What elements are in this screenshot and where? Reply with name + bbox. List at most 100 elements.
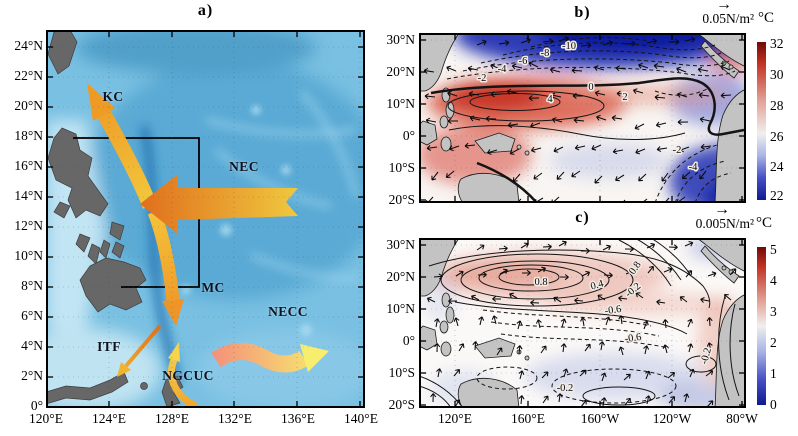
y-tick-label: 10°N	[14, 248, 43, 263]
y-tick-label: 20°N	[386, 269, 415, 284]
contour-label: -10	[562, 41, 576, 52]
label-necc: NECC	[268, 304, 308, 319]
x-tick-label: 124°E	[92, 411, 126, 426]
colorbar-tick: 0	[770, 397, 777, 412]
contour-label: -0.6	[624, 332, 642, 345]
axis-ticks	[46, 31, 364, 408]
colorbar-tick: 5	[770, 242, 777, 257]
contour-label: -4	[498, 64, 507, 75]
y-tick-label: 20°S	[388, 192, 415, 207]
y-tick-label: 4°N	[21, 338, 43, 353]
y-tick-label: 24°N	[14, 38, 43, 53]
colorbar-panel-c	[757, 247, 766, 405]
colorbar-unit: °C	[756, 215, 773, 231]
kc-arrow	[87, 83, 157, 209]
colorbar-unit: °C	[758, 10, 775, 26]
x-tick-label: 120°E	[29, 411, 63, 426]
y-tick-label: 20°S	[388, 397, 415, 412]
panel-c-map: 0.8 0.4 0.8 -0.2 -0.6 -0.6 -0.2 -0.2	[419, 238, 746, 408]
y-tick-label: 0°	[402, 128, 415, 143]
x-tick-label: 160°W	[580, 411, 620, 426]
contour-label: -0.2	[557, 383, 574, 394]
label-mc: MC	[201, 280, 225, 295]
y-tick-label: 8°N	[21, 278, 43, 293]
y-tick-label: 2°N	[21, 368, 43, 383]
panel-a-frame	[46, 30, 365, 408]
x-tick-label: 140°E	[344, 411, 378, 426]
contour-label: 4	[547, 94, 553, 105]
vector-scale-arrow-icon: →	[714, 201, 730, 218]
wind-vectors	[423, 35, 732, 203]
y-tick-label: 10°S	[388, 365, 415, 380]
axis-ticks	[420, 239, 745, 407]
panel-a-title: a)	[197, 2, 214, 19]
y-tick-label: 14°N	[14, 188, 43, 203]
colorbar-panel-b	[757, 42, 766, 200]
nec-arrow	[140, 174, 298, 234]
y-tick-label: 10°S	[388, 160, 415, 175]
panel-c-title: c)	[575, 209, 590, 226]
colorbar-tick: 4	[770, 273, 777, 288]
x-tick-label: 128°E	[155, 411, 189, 426]
x-tick-label: 132°E	[218, 411, 252, 426]
y-tick-label: 20°N	[386, 64, 415, 79]
contour-label: -6	[519, 56, 528, 67]
label-nec: NEC	[229, 159, 259, 174]
land-panel-a	[46, 30, 184, 408]
colorbar-tick: 3	[770, 304, 777, 319]
colorbar-tick: 2	[770, 335, 777, 350]
x-tick-label: 120°E	[438, 411, 472, 426]
label-ngcuc: NGCUC	[162, 368, 214, 383]
contour-label: -2	[673, 145, 682, 156]
contour-label: -2	[478, 73, 487, 84]
panel-b-contour-labels: -10 -8 -6 -4 -2 0 2 4 -2 -4	[476, 40, 699, 175]
mc-arrow	[147, 209, 184, 326]
y-tick-label: 22°N	[14, 68, 43, 83]
label-kc: KC	[102, 89, 124, 104]
y-tick-label: 30°N	[386, 237, 415, 252]
vector-scale-label: 0.005N/m²	[695, 216, 754, 231]
contour-label: -8	[541, 48, 550, 59]
y-tick-label: 10°N	[386, 96, 415, 111]
bathymetry-ridges	[140, 90, 360, 384]
contour-label: -4	[689, 162, 698, 173]
contour-label: 0.4	[589, 278, 605, 292]
y-tick-label: 30°N	[386, 32, 415, 47]
vector-scale-arrow-icon: →	[716, 0, 732, 13]
panel-c-contours	[419, 238, 740, 408]
y-tick-label: 0°	[402, 333, 415, 348]
panel-c-frame	[419, 238, 746, 408]
colorbar-tick: 32	[770, 36, 784, 51]
itf-arrow	[117, 324, 162, 377]
colorbar-tick: 30	[770, 67, 784, 82]
panel-b-title: b)	[574, 4, 591, 21]
contour-label: 2	[622, 92, 627, 103]
panel-b-map: -10 -8 -6 -4 -2 0 2 4 -2 -4	[419, 33, 746, 203]
wind-vectors	[426, 240, 737, 408]
vector-scale-label: 0.05N/m²	[702, 11, 754, 26]
y-tick-label: 16°N	[14, 158, 43, 173]
y-tick-label: 6°N	[21, 308, 43, 323]
y-tick-label: 12°N	[14, 218, 43, 233]
x-tick-label: 160°E	[511, 411, 545, 426]
ngcuc-arrow	[168, 342, 198, 408]
current-arrows	[87, 83, 329, 408]
y-tick-label: 10°N	[386, 301, 415, 316]
y-tick-label: 20°N	[14, 98, 43, 113]
necc-arrow	[211, 343, 329, 373]
colorbar-tick: 1	[770, 366, 777, 381]
contour-label: 0	[588, 82, 593, 93]
label-itf: ITF	[97, 339, 121, 354]
x-tick-label: 80°W	[726, 411, 758, 426]
x-tick-label: 120°W	[652, 411, 692, 426]
x-tick-label: 136°E	[281, 411, 315, 426]
y-tick-label: 18°N	[14, 128, 43, 143]
colorbar-tick: 22	[770, 188, 784, 203]
contour-label: -0.6	[604, 304, 622, 317]
colorbar-tick: 24	[770, 159, 784, 174]
panel-a-map	[46, 30, 365, 408]
panel-b-contours	[430, 37, 745, 203]
axis-ticks	[420, 34, 745, 202]
colorbar-tick: 28	[770, 98, 784, 113]
